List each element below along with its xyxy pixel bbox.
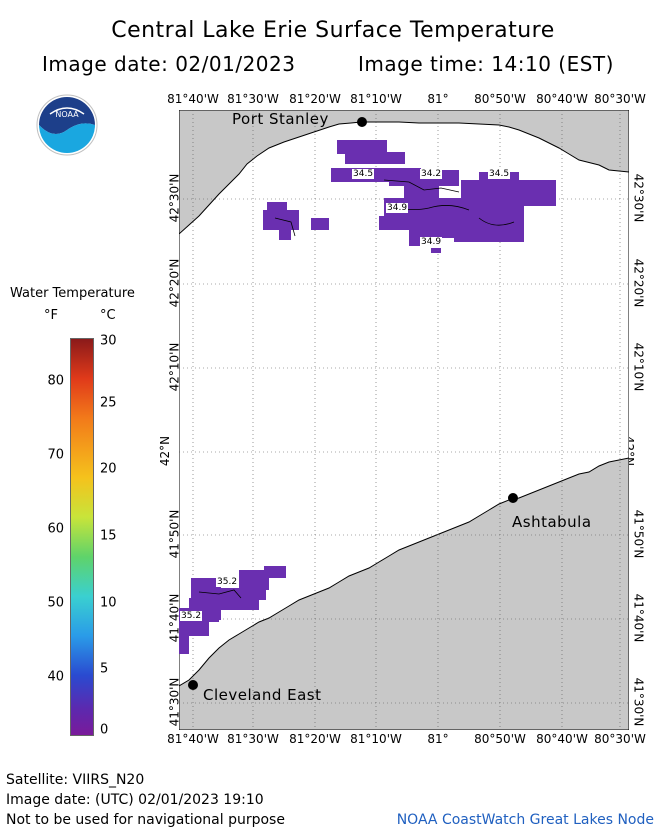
tick-fahrenheit: 70 — [47, 447, 64, 463]
ashtabula-marker — [508, 493, 518, 503]
tick-fahrenheit: 50 — [47, 595, 64, 611]
tick-celsius: 10 — [100, 595, 117, 611]
tick-celsius: 30 — [100, 333, 117, 349]
noaa-logo-icon: NOAA — [36, 94, 98, 156]
lat-label-left: 42°N — [158, 435, 173, 467]
tick-celsius: 0 — [100, 722, 109, 738]
tick-celsius: 15 — [100, 528, 117, 544]
cold-water-patches — [179, 140, 556, 654]
city-port-stanley: Port Stanley — [232, 110, 329, 128]
lat-label-right: 42°30'N — [631, 173, 646, 223]
disclaimer: Not to be used for navigational purpose — [6, 812, 285, 828]
lon-label-bottom: 81°10'W — [350, 732, 402, 746]
colorbar-title: Water Temperature — [10, 286, 135, 301]
temp-label: 35.2 — [180, 611, 203, 621]
tick-celsius: 25 — [100, 395, 117, 411]
lon-label-bottom: 81° — [427, 732, 449, 746]
tick-celsius: 20 — [100, 461, 117, 477]
tick-fahrenheit: 40 — [47, 669, 64, 685]
tick-fahrenheit: 80 — [47, 373, 64, 389]
lon-label-bottom: 81°40'W — [167, 732, 219, 746]
lon-label-bottom: 80°30'W — [594, 732, 646, 746]
credit-link[interactable]: NOAA CoastWatch Great Lakes Node — [396, 812, 654, 828]
lat-label-right: 42°20'N — [631, 258, 646, 308]
lon-label-top: 81° — [427, 92, 449, 106]
satellite-info: Satellite: VIIRS_N20 — [6, 772, 145, 788]
lat-label-right: 41°40'N — [631, 593, 646, 643]
land-south — [179, 457, 629, 730]
lon-label-top: 81°40'W — [167, 92, 219, 106]
port-stanley-marker — [357, 117, 367, 127]
lon-label-top: 81°20'W — [289, 92, 341, 106]
lon-label-top: 81°10'W — [350, 92, 402, 106]
lat-label-right: 41°30'N — [631, 677, 646, 727]
lon-label-bottom: 80°50'W — [474, 732, 526, 746]
lon-label-top: 80°30'W — [594, 92, 646, 106]
lon-label-top: 80°40'W — [536, 92, 588, 106]
cleveland-east-marker — [188, 680, 198, 690]
tick-celsius: 5 — [100, 661, 109, 677]
lon-label-bottom: 81°30'W — [227, 732, 279, 746]
map-panel — [179, 110, 629, 730]
city-ashtabula: Ashtabula — [512, 513, 592, 531]
unit-fahrenheit: °F — [44, 308, 58, 323]
lon-label-bottom: 80°40'W — [536, 732, 588, 746]
temp-label: 34.2 — [420, 169, 443, 179]
temp-label: 35.2 — [216, 577, 239, 587]
lat-label-right: 42°10'N — [631, 342, 646, 392]
temp-label: 34.5 — [488, 169, 511, 179]
lon-label-top: 81°30'W — [227, 92, 279, 106]
lon-label-bottom: 81°20'W — [289, 732, 341, 746]
noaa-logo: NOAA — [36, 94, 98, 156]
image-time: Image time: 14:10 (EST) — [358, 52, 614, 76]
land-north — [179, 110, 629, 235]
svg-text:NOAA: NOAA — [55, 110, 79, 119]
temp-label: 34.9 — [420, 237, 443, 247]
temp-label: 34.5 — [352, 169, 375, 179]
isotherms — [198, 179, 515, 599]
colorbar — [70, 338, 94, 736]
lon-label-top: 80°50'W — [474, 92, 526, 106]
map-title: Central Lake Erie Surface Temperature — [111, 18, 555, 43]
temp-label: 34.9 — [386, 203, 409, 213]
city-cleveland-east: Cleveland East — [203, 686, 322, 704]
lat-label-right: 41°50'N — [631, 509, 646, 559]
tick-fahrenheit: 60 — [47, 521, 64, 537]
utc-date: Image date: (UTC) 02/01/2023 19:10 — [6, 792, 264, 808]
unit-celsius: °C — [100, 308, 116, 323]
image-date: Image date: 02/01/2023 — [42, 52, 296, 76]
